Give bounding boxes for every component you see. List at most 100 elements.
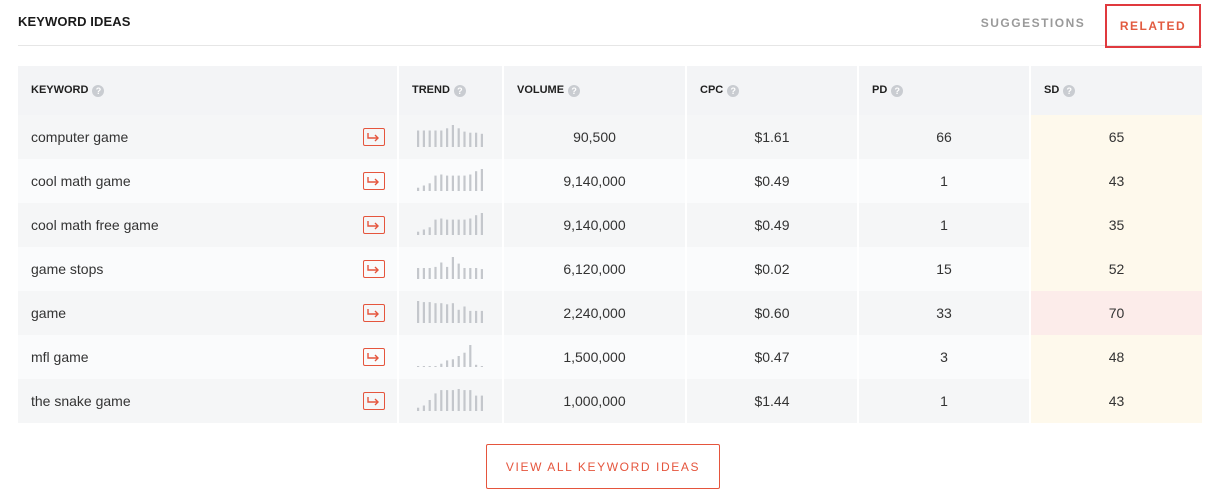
trend-bar: [434, 392, 437, 411]
keyword-text[interactable]: cool math game: [31, 173, 131, 189]
volume-cell: 2,240,000: [503, 291, 687, 335]
volume-cell: 6,120,000: [503, 247, 687, 291]
column-header-keyword[interactable]: KEYWORD?: [18, 66, 399, 115]
arrow-right-enter-icon[interactable]: [363, 348, 385, 366]
arrow-right-enter-icon[interactable]: [363, 128, 385, 146]
column-header-label: TREND: [412, 84, 450, 96]
keyword-ideas-header: KEYWORD IDEAS SUGGESTIONS RELATED: [18, 0, 1202, 48]
tab-related[interactable]: RELATED: [1105, 4, 1201, 48]
trend-bar: [463, 219, 466, 235]
cpc-cell: $1.44: [686, 379, 859, 423]
trend-bar: [440, 218, 443, 235]
trend-bar: [446, 175, 449, 191]
trend-bar: [446, 303, 449, 323]
table-row[interactable]: the snake game 1,000,000 $1.44 1 43: [18, 379, 1202, 423]
pd-cell: 33: [858, 291, 1031, 335]
arrow-right-enter-icon[interactable]: [363, 260, 385, 278]
keyword-text[interactable]: game: [31, 305, 67, 321]
trend-bar: [457, 127, 460, 147]
keyword-cell[interactable]: mfl game: [18, 335, 399, 379]
column-header-label: CPC: [700, 84, 724, 96]
sd-cell: 52: [1030, 247, 1202, 291]
trend-cell: [398, 291, 504, 335]
column-header-pd[interactable]: PD?: [858, 66, 1031, 115]
trend-bar: [446, 389, 449, 411]
trend-cell: [398, 247, 504, 291]
trend-sparkline: [417, 168, 483, 191]
column-header-trend[interactable]: TREND?: [398, 66, 504, 115]
pd-cell: 1: [858, 379, 1031, 423]
cpc-cell: $0.02: [686, 247, 859, 291]
arrow-right-enter-icon[interactable]: [363, 304, 385, 322]
table-row[interactable]: cool math free game 9,140,000 $0.49 1 35: [18, 203, 1202, 247]
sd-cell: 65: [1030, 115, 1202, 159]
trend-sparkline: [417, 388, 483, 411]
trend-bar: [480, 365, 483, 367]
trend-bar: [469, 310, 472, 323]
cpc-cell: $0.47: [686, 335, 859, 379]
help-icon[interactable]: ?: [92, 85, 105, 97]
keyword-text[interactable]: mfl game: [31, 349, 89, 365]
column-header-sd[interactable]: SD?: [1030, 66, 1202, 115]
sd-cell: 70: [1030, 291, 1202, 335]
column-header-cpc[interactable]: CPC?: [686, 66, 859, 115]
table-row[interactable]: game 2,240,000 $0.60 33 70: [18, 291, 1202, 335]
table-row[interactable]: mfl game 1,500,000 $0.47 3 48: [18, 335, 1202, 379]
keyword-cell[interactable]: the snake game: [18, 379, 399, 423]
keyword-text[interactable]: the snake game: [31, 393, 131, 409]
trend-bar: [417, 300, 420, 323]
trend-bar: [434, 130, 437, 147]
pd-cell: 15: [858, 247, 1031, 291]
keyword-text[interactable]: game stops: [31, 261, 104, 277]
cpc-cell: $0.49: [686, 203, 859, 247]
keyword-cell[interactable]: cool math game: [18, 159, 399, 203]
trend-bar: [440, 130, 443, 147]
trend-bar: [434, 365, 437, 367]
table-row[interactable]: cool math game 9,140,000 $0.49 1 43: [18, 159, 1202, 203]
trend-bar: [417, 365, 420, 367]
view-all-keyword-ideas-button[interactable]: VIEW ALL KEYWORD IDEAS: [486, 444, 720, 489]
sd-cell: 43: [1030, 159, 1202, 203]
arrow-right-enter-icon[interactable]: [363, 392, 385, 410]
keyword-cell[interactable]: cool math free game: [18, 203, 399, 247]
table-row[interactable]: game stops 6,120,000 $0.02 15 52: [18, 247, 1202, 291]
keyword-cell[interactable]: game stops: [18, 247, 399, 291]
column-header-volume[interactable]: VOLUME?: [503, 66, 687, 115]
arrow-right-enter-icon[interactable]: [363, 172, 385, 190]
trend-bar: [457, 263, 460, 279]
keyword-text[interactable]: computer game: [31, 129, 129, 145]
trend-bar: [451, 256, 454, 279]
help-icon[interactable]: ?: [568, 85, 581, 97]
help-icon[interactable]: ?: [1063, 85, 1076, 97]
arrow-right-enter-icon[interactable]: [363, 216, 385, 234]
trend-bar: [469, 174, 472, 191]
trend-bar: [446, 359, 449, 367]
trend-bar: [422, 365, 425, 367]
pd-cell: 1: [858, 159, 1031, 203]
trend-bar: [422, 301, 425, 323]
help-icon[interactable]: ?: [727, 85, 740, 97]
keyword-text[interactable]: cool math free game: [31, 217, 159, 233]
column-header-label: SD: [1044, 84, 1060, 96]
trend-bar: [434, 219, 437, 235]
trend-bar: [451, 389, 454, 411]
trend-bar: [434, 266, 437, 279]
trend-sparkline: [417, 256, 483, 279]
trend-bar: [451, 358, 454, 367]
trend-bar: [428, 301, 431, 323]
keyword-cell[interactable]: computer game: [18, 115, 399, 159]
column-header-label: KEYWORD: [31, 84, 89, 96]
trend-bar: [480, 168, 483, 191]
help-icon[interactable]: ?: [453, 85, 466, 97]
trend-bar: [480, 133, 483, 147]
trend-sparkline: [417, 344, 483, 367]
tab-suggestions[interactable]: SUGGESTIONS: [980, 16, 1086, 30]
trend-bar: [417, 187, 420, 191]
trend-bar: [469, 389, 472, 411]
table-row[interactable]: computer game 90,500 $1.61 66 65: [18, 115, 1202, 159]
keyword-cell[interactable]: game: [18, 291, 399, 335]
trend-bar: [463, 175, 466, 191]
pd-cell: 3: [858, 335, 1031, 379]
help-icon[interactable]: ?: [891, 85, 904, 97]
trend-bar: [469, 344, 472, 367]
